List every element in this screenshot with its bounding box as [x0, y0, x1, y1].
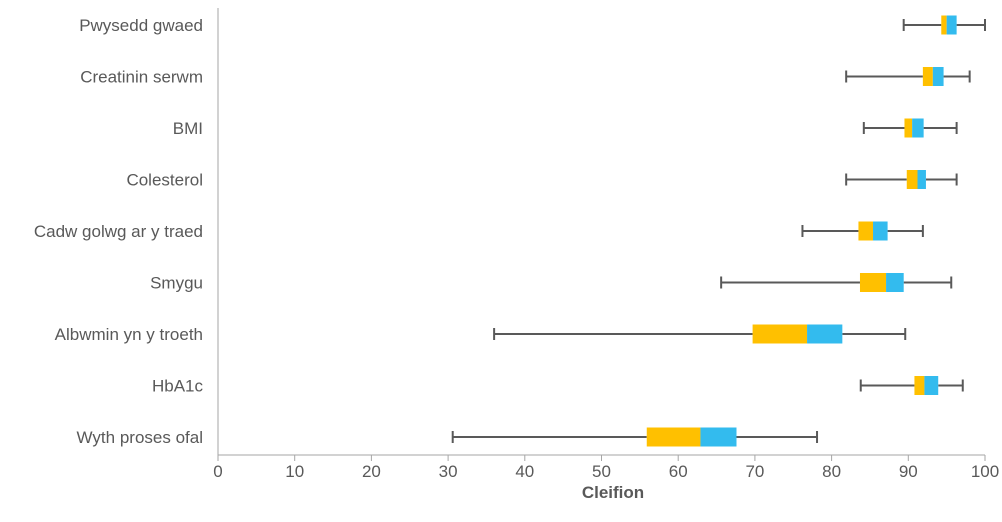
- x-axis-title: Cleifion: [582, 483, 644, 502]
- lower-quartile-box: [752, 324, 808, 344]
- x-tick-labels: 0 10 20 30 40 50 60 70 80 90 100: [213, 462, 999, 481]
- category-label: Cadw golwg ar y traed: [34, 222, 203, 241]
- upper-quartile-box: [946, 15, 957, 35]
- category-label: HbA1c: [152, 377, 204, 396]
- category-label: Albwmin yn y troeth: [55, 325, 203, 344]
- lower-quartile-box: [858, 221, 874, 241]
- upper-quartile-box: [924, 376, 939, 395]
- category-label: Creatinin serwm: [80, 68, 203, 87]
- upper-quartile-box: [932, 67, 944, 86]
- axes: [217, 8, 986, 461]
- lower-quartile-box: [646, 427, 701, 447]
- lower-quartile-box: [859, 273, 887, 292]
- x-tick-label: 50: [592, 462, 611, 481]
- x-tick-label: 40: [515, 462, 534, 481]
- box-plot-item: [451, 427, 819, 447]
- box-plot-series: [451, 15, 986, 447]
- box-plot-item: [845, 170, 958, 189]
- upper-quartile-box: [873, 221, 888, 241]
- lower-quartile-box: [922, 67, 933, 86]
- lower-quartile-box: [906, 170, 918, 189]
- x-tick-label: 70: [745, 462, 764, 481]
- x-tick-label: 0: [213, 462, 222, 481]
- upper-quartile-box: [700, 427, 737, 447]
- category-label: Pwysedd gwaed: [79, 16, 203, 35]
- box-plot-item: [902, 15, 986, 35]
- x-tick-label: 30: [439, 462, 458, 481]
- box-plot-item: [801, 221, 924, 241]
- upper-quartile-box: [807, 324, 843, 344]
- upper-quartile-box: [886, 273, 904, 292]
- x-tick-label: 60: [669, 462, 688, 481]
- box-plot-item: [859, 376, 964, 395]
- x-tick-label: 90: [899, 462, 918, 481]
- box-plot-item: [720, 273, 953, 292]
- category-label: BMI: [173, 119, 203, 138]
- box-plot-item: [493, 324, 907, 344]
- x-tick-label: 80: [822, 462, 841, 481]
- upper-quartile-box: [912, 118, 924, 138]
- box-plot-item: [862, 118, 958, 138]
- category-label: Wyth proses ofal: [77, 428, 203, 447]
- lower-quartile-box: [941, 15, 947, 35]
- category-label: Smygu: [150, 274, 203, 293]
- x-tick-label: 20: [362, 462, 381, 481]
- x-tick-label: 100: [971, 462, 999, 481]
- category-labels: Pwysedd gwaed Creatinin serwm BMI Colestero…: [34, 16, 204, 447]
- category-label: Colesterol: [126, 171, 203, 190]
- lower-quartile-box: [914, 376, 925, 395]
- box-plot-item: [845, 67, 971, 86]
- x-tick-label: 10: [285, 462, 304, 481]
- lower-quartile-box: [904, 118, 913, 138]
- upper-quartile-box: [917, 170, 926, 189]
